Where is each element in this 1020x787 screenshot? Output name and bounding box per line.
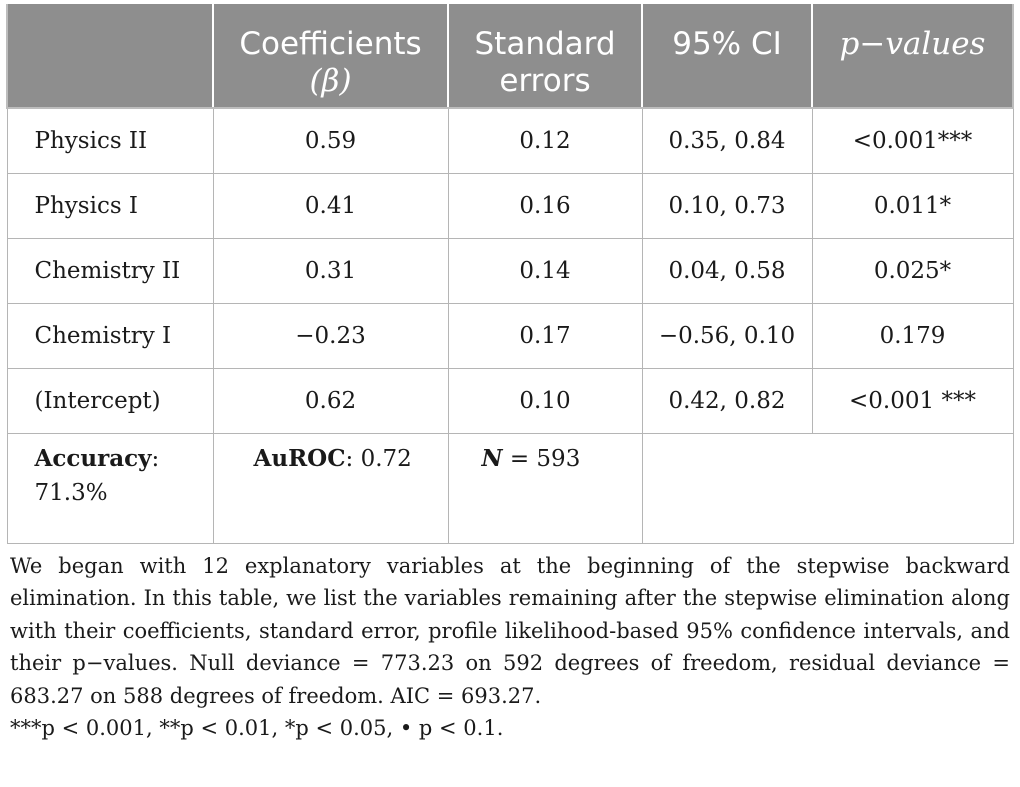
row-label: (Intercept) (6, 367, 214, 434)
empty-summary-cell (641, 432, 1014, 544)
row-label: Chemistry II (6, 237, 214, 304)
p-value-cell: 0.179 (811, 302, 1014, 369)
auroc-label: AuROC (253, 444, 346, 472)
header-ci: 95% CI (641, 4, 812, 109)
header-standard-errors: Standard errors (447, 4, 642, 109)
accuracy-label: Accuracy (34, 444, 152, 472)
table-row: Chemistry I −0.23 0.17 −0.56, 0.10 0.179 (6, 302, 1014, 369)
n-cell: N = 593 (447, 432, 643, 544)
ci-cell: 0.42, 0.82 (641, 367, 813, 434)
coefficient-cell: 0.31 (212, 237, 449, 304)
standard-error-cell: 0.17 (447, 302, 643, 369)
auroc-value: : 0.72 (345, 445, 412, 472)
coefficient-cell: 0.59 (212, 107, 449, 174)
row-label: Physics II (6, 107, 214, 174)
auroc-cell: AuROC: 0.72 (212, 432, 449, 544)
table-row: Chemistry II 0.31 0.14 0.04, 0.58 0.025* (6, 237, 1014, 304)
accuracy-cell: Accuracy: 71.3% (6, 432, 214, 544)
p-value-cell: <0.001*** (811, 107, 1014, 174)
header-coefficients-symbol: (β) (309, 63, 352, 99)
table-row: Physics II 0.59 0.12 0.35, 0.84 <0.001**… (6, 107, 1014, 174)
coefficient-cell: 0.62 (212, 367, 449, 434)
n-value: = 593 (502, 445, 581, 472)
p-value-cell: 0.025* (811, 237, 1014, 304)
notes-paragraph: We began with 12 explanatory variables a… (10, 553, 1010, 708)
p-value-cell: <0.001 *** (811, 367, 1014, 434)
standard-error-cell: 0.14 (447, 237, 643, 304)
ci-cell: −0.56, 0.10 (641, 302, 813, 369)
row-label: Chemistry I (6, 302, 214, 369)
coefficient-cell: −0.23 (212, 302, 449, 369)
header-coefficients: Coefficients (β) (212, 4, 448, 109)
accuracy-value: : 71.3% (34, 445, 160, 506)
regression-table-figure: Coefficients (β) Standard errors 95% CI … (6, 4, 1014, 745)
standard-error-cell: 0.12 (447, 107, 643, 174)
standard-error-cell: 0.16 (447, 172, 643, 239)
table-row: (Intercept) 0.62 0.10 0.42, 0.82 <0.001 … (6, 367, 1014, 434)
results-table: Coefficients (β) Standard errors 95% CI … (6, 4, 1014, 544)
table-row: Physics I 0.41 0.16 0.10, 0.73 0.011* (6, 172, 1014, 239)
summary-row: Accuracy: 71.3% AuROC: 0.72 N = 593 (6, 432, 1014, 544)
coefficient-cell: 0.41 (212, 172, 449, 239)
table-notes: We began with 12 explanatory variables a… (6, 550, 1012, 745)
header-p-values: p−values (811, 4, 1014, 109)
header-row: Coefficients (β) Standard errors 95% CI … (6, 4, 1014, 109)
ci-cell: 0.10, 0.73 (641, 172, 813, 239)
n-label: N (481, 444, 503, 472)
significance-legend: ***p < 0.001, **p < 0.01, *p < 0.05, • p… (10, 716, 504, 740)
row-label: Physics I (6, 172, 214, 239)
standard-error-cell: 0.10 (447, 367, 643, 434)
header-variable (6, 4, 213, 109)
ci-cell: 0.35, 0.84 (641, 107, 813, 174)
p-value-cell: 0.011* (811, 172, 1014, 239)
ci-cell: 0.04, 0.58 (641, 237, 813, 304)
